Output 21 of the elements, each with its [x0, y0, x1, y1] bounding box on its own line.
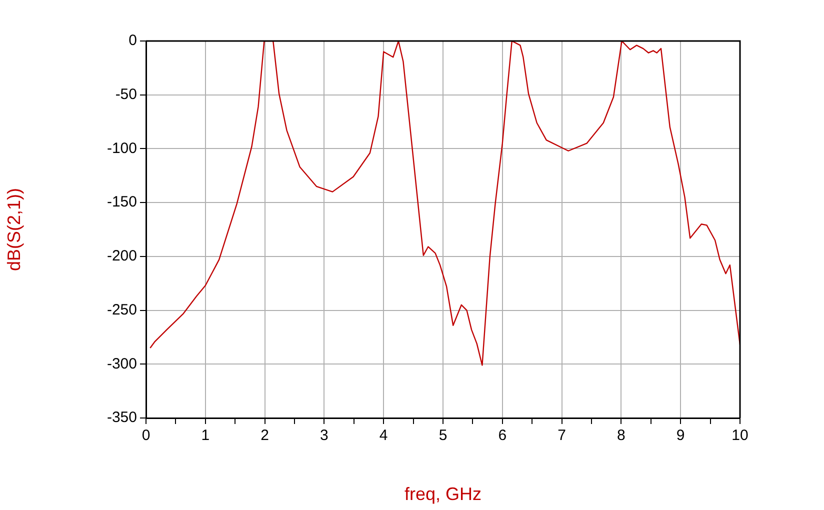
x-tick-label: 6 [498, 427, 507, 444]
x-tick-label: 9 [676, 427, 685, 444]
x-tick-label: 2 [260, 427, 269, 444]
x-axis-title: freq, GHz [404, 484, 482, 504]
x-tick-label: 5 [438, 427, 448, 444]
y-tick-label: -250 [106, 301, 137, 318]
y-tick-label: 0 [128, 32, 137, 50]
x-tick-label: 7 [558, 427, 566, 444]
x-tick-label: 0 [142, 427, 150, 444]
x-tick-label: 4 [379, 427, 388, 444]
y-tick-label: -50 [115, 86, 137, 103]
y-tick-label: -350 [106, 409, 137, 426]
y-tick-label: -100 [106, 140, 137, 157]
x-tick-label: 1 [201, 427, 210, 444]
x-tick-label: 3 [320, 427, 328, 444]
x-tick-label: 10 [732, 427, 748, 444]
y-tick-label: -150 [106, 194, 137, 211]
x-tick-label: 8 [617, 427, 626, 444]
y-axis-title: dB(S(2,1)) [4, 188, 24, 272]
y-tick-label: -300 [106, 355, 137, 372]
y-tick-label: -200 [106, 248, 137, 265]
